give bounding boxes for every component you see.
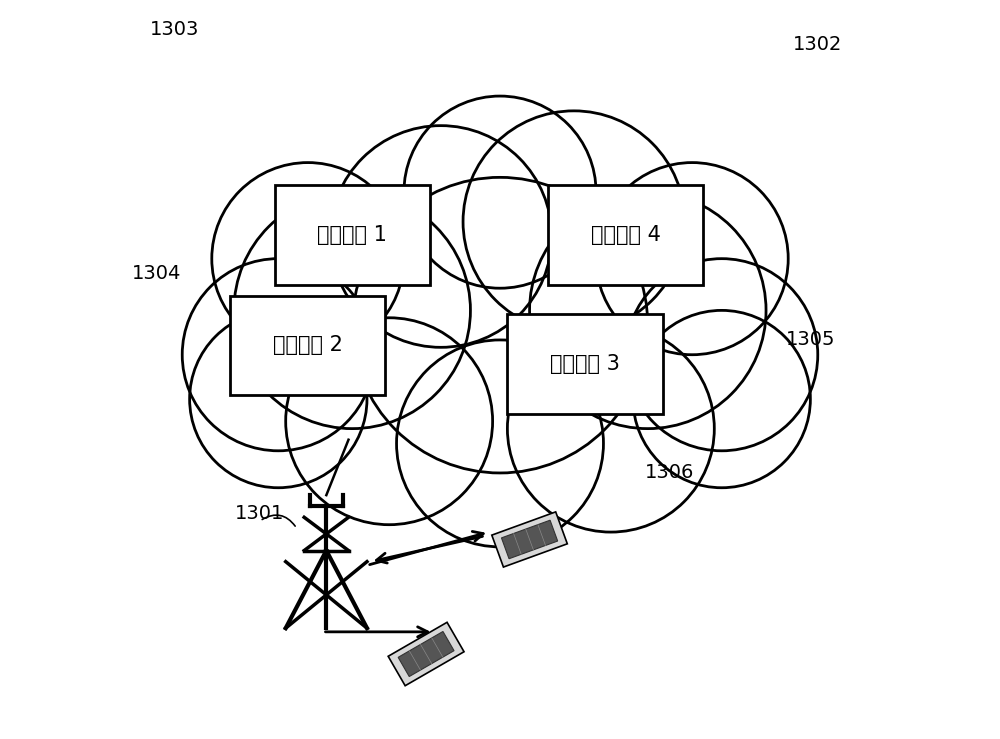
Bar: [548, 185, 703, 285]
Text: 1305: 1305: [786, 330, 835, 350]
Text: 处理电路 4: 处理电路 4: [591, 225, 661, 245]
Circle shape: [530, 192, 766, 429]
Text: 1303: 1303: [150, 20, 200, 39]
Circle shape: [633, 310, 810, 488]
Circle shape: [212, 163, 404, 355]
Circle shape: [182, 259, 374, 451]
Circle shape: [286, 318, 493, 525]
Circle shape: [463, 111, 685, 333]
Bar: [230, 296, 385, 395]
Circle shape: [330, 126, 552, 347]
Circle shape: [626, 259, 818, 451]
Circle shape: [234, 192, 470, 429]
Text: 处理电路 1: 处理电路 1: [317, 225, 387, 245]
Polygon shape: [388, 622, 464, 686]
Polygon shape: [501, 520, 558, 559]
Bar: [275, 185, 430, 285]
Circle shape: [404, 96, 596, 288]
Text: 1304: 1304: [132, 264, 181, 283]
Polygon shape: [398, 632, 454, 676]
Text: 处理电路 2: 处理电路 2: [273, 336, 343, 355]
Text: 1301: 1301: [235, 504, 285, 523]
Polygon shape: [492, 512, 567, 567]
Bar: [507, 314, 663, 414]
Circle shape: [352, 177, 648, 473]
Circle shape: [397, 340, 603, 547]
Circle shape: [190, 310, 367, 488]
Text: 1306: 1306: [645, 463, 695, 483]
Text: 处理电路 3: 处理电路 3: [550, 354, 620, 374]
Circle shape: [507, 325, 714, 532]
Text: 1302: 1302: [793, 35, 842, 54]
Circle shape: [596, 163, 788, 355]
